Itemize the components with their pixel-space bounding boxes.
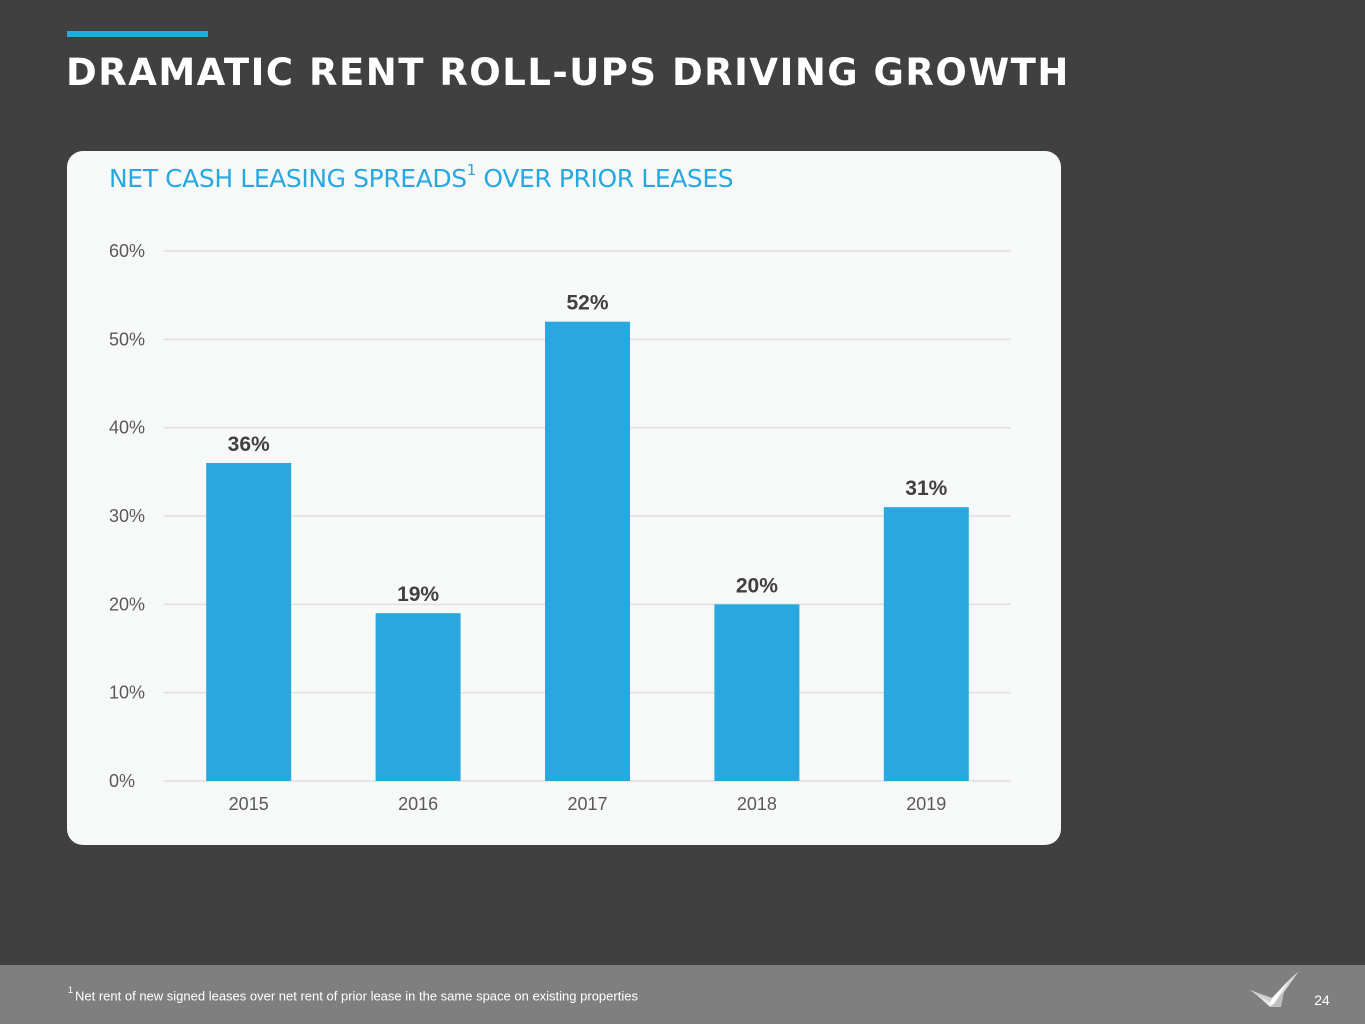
bar-chart: 0% 10% 20% 30% 40% 50% 60% 36% 19% 52% 20% 31% 201… — [109, 241, 1011, 814]
x-axis-category-labels: 2015 2016 2017 2018 2019 — [229, 794, 947, 814]
chart-title-rest: OVER PRIOR LEASES — [475, 164, 734, 193]
chart-title-main: NET CASH LEASING SPREADS — [109, 164, 467, 193]
value-label-2018: 20% — [736, 574, 778, 597]
footnote: 1 Net rent of new signed leases over net … — [68, 985, 638, 1004]
footer-bar: 1 Net rent of new signed leases over net … — [0, 965, 1365, 1024]
slide-title: DRAMATIC RENT ROLL-UPS DRIVING GROWTH — [66, 51, 1070, 94]
category-label-2017: 2017 — [567, 794, 607, 814]
bar-2017 — [545, 321, 630, 781]
title-accent-bar — [67, 31, 208, 37]
bar-2019 — [883, 507, 969, 781]
category-label-2018: 2018 — [737, 794, 777, 814]
value-label-2019: 31% — [905, 477, 947, 500]
y-axis-tick-labels: 0% 10% 20% 30% 40% 50% 60% — [109, 241, 145, 791]
y-tick-label: 20% — [109, 594, 145, 614]
category-label-2019: 2019 — [906, 794, 946, 814]
page-number: 24 — [1314, 992, 1330, 1008]
y-tick-label: 10% — [109, 683, 145, 703]
category-label-2016: 2016 — [398, 794, 438, 814]
value-label-2016: 19% — [397, 583, 439, 606]
value-label-2015: 36% — [228, 433, 270, 456]
y-tick-label: 40% — [109, 418, 145, 438]
bar-value-labels: 36% 19% 52% 20% 31% — [228, 292, 948, 606]
footnote-marker: 1 — [68, 985, 74, 995]
bird-wing-logo-icon — [1250, 971, 1299, 1007]
y-tick-label: 30% — [109, 506, 145, 526]
footnote-text: Net rent of new signed leases over net r… — [75, 988, 638, 1004]
bars — [206, 321, 969, 781]
bar-2015 — [206, 463, 292, 781]
bar-2016 — [375, 613, 461, 781]
chart-panel: NET CASH LEASING SPREADS1 OVER PRIOR LEA… — [67, 151, 1061, 845]
y-tick-label: 0% — [109, 771, 135, 791]
bar-2018 — [714, 604, 800, 781]
category-label-2015: 2015 — [229, 794, 269, 814]
y-tick-label: 60% — [109, 241, 145, 261]
y-tick-label: 50% — [109, 329, 145, 349]
value-label-2017: 52% — [566, 292, 608, 315]
chart-title: NET CASH LEASING SPREADS1 OVER PRIOR LEA… — [109, 160, 734, 195]
chart-title-footnote-marker: 1 — [466, 160, 477, 179]
